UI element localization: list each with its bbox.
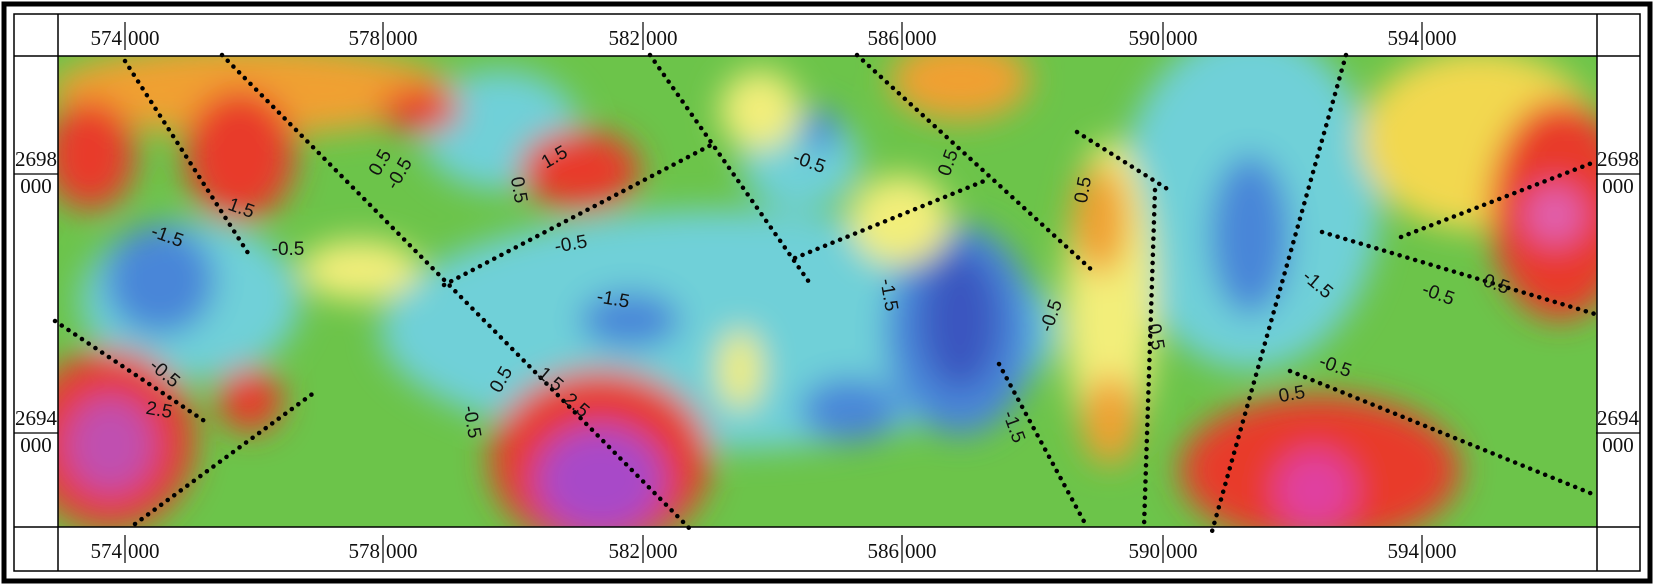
x-label: 000	[1425, 539, 1457, 563]
x-label: 582	[609, 26, 641, 50]
x-label: 000	[386, 539, 418, 563]
contour-labels: -1.51.5-0.50.5-0.5 1.50.5-0.5-1.5-0.5 0.5-…	[144, 142, 1512, 446]
x-label: 574	[91, 26, 123, 50]
fault-lines	[52, 52, 1598, 538]
contour-label: -0.5	[272, 239, 305, 260]
x-label: 582	[609, 539, 641, 563]
x-label: 000	[905, 539, 937, 563]
contour-label: 0.5	[1277, 382, 1307, 407]
x-label: 578	[349, 26, 381, 50]
x-label: 574	[91, 539, 123, 563]
contour-label: 2.5	[144, 398, 174, 423]
x-label: 000	[1166, 26, 1198, 50]
x-label: 590	[1129, 539, 1161, 563]
contour-label: 0.5	[1143, 322, 1168, 352]
x-label: 586	[868, 539, 900, 563]
x-label: 000	[128, 26, 160, 50]
y-label: 000	[20, 174, 52, 198]
y-label: 000	[1602, 174, 1634, 198]
x-label: 000	[646, 26, 678, 50]
x-label: 590	[1129, 26, 1161, 50]
contour-fill	[58, 56, 1597, 527]
x-label: 000	[905, 26, 937, 50]
x-label: 594	[1388, 26, 1420, 50]
x-label: 594	[1388, 539, 1420, 563]
x-label: 578	[349, 539, 381, 563]
x-label: 000	[646, 539, 678, 563]
y-label: 2698	[1597, 147, 1639, 171]
contour-label: 0.5	[506, 175, 531, 205]
y-label: 000	[20, 433, 52, 457]
y-label: 2694	[1597, 406, 1640, 430]
contour-label: 0.5	[1071, 175, 1096, 205]
y-label: 2694	[15, 406, 58, 430]
x-label: 000	[1166, 539, 1198, 563]
x-label: 000	[128, 539, 160, 563]
y-label: 2698	[15, 147, 57, 171]
x-label: 000	[1425, 26, 1457, 50]
x-label: 000	[386, 26, 418, 50]
x-label: 586	[868, 26, 900, 50]
y-label: 000	[1602, 433, 1634, 457]
